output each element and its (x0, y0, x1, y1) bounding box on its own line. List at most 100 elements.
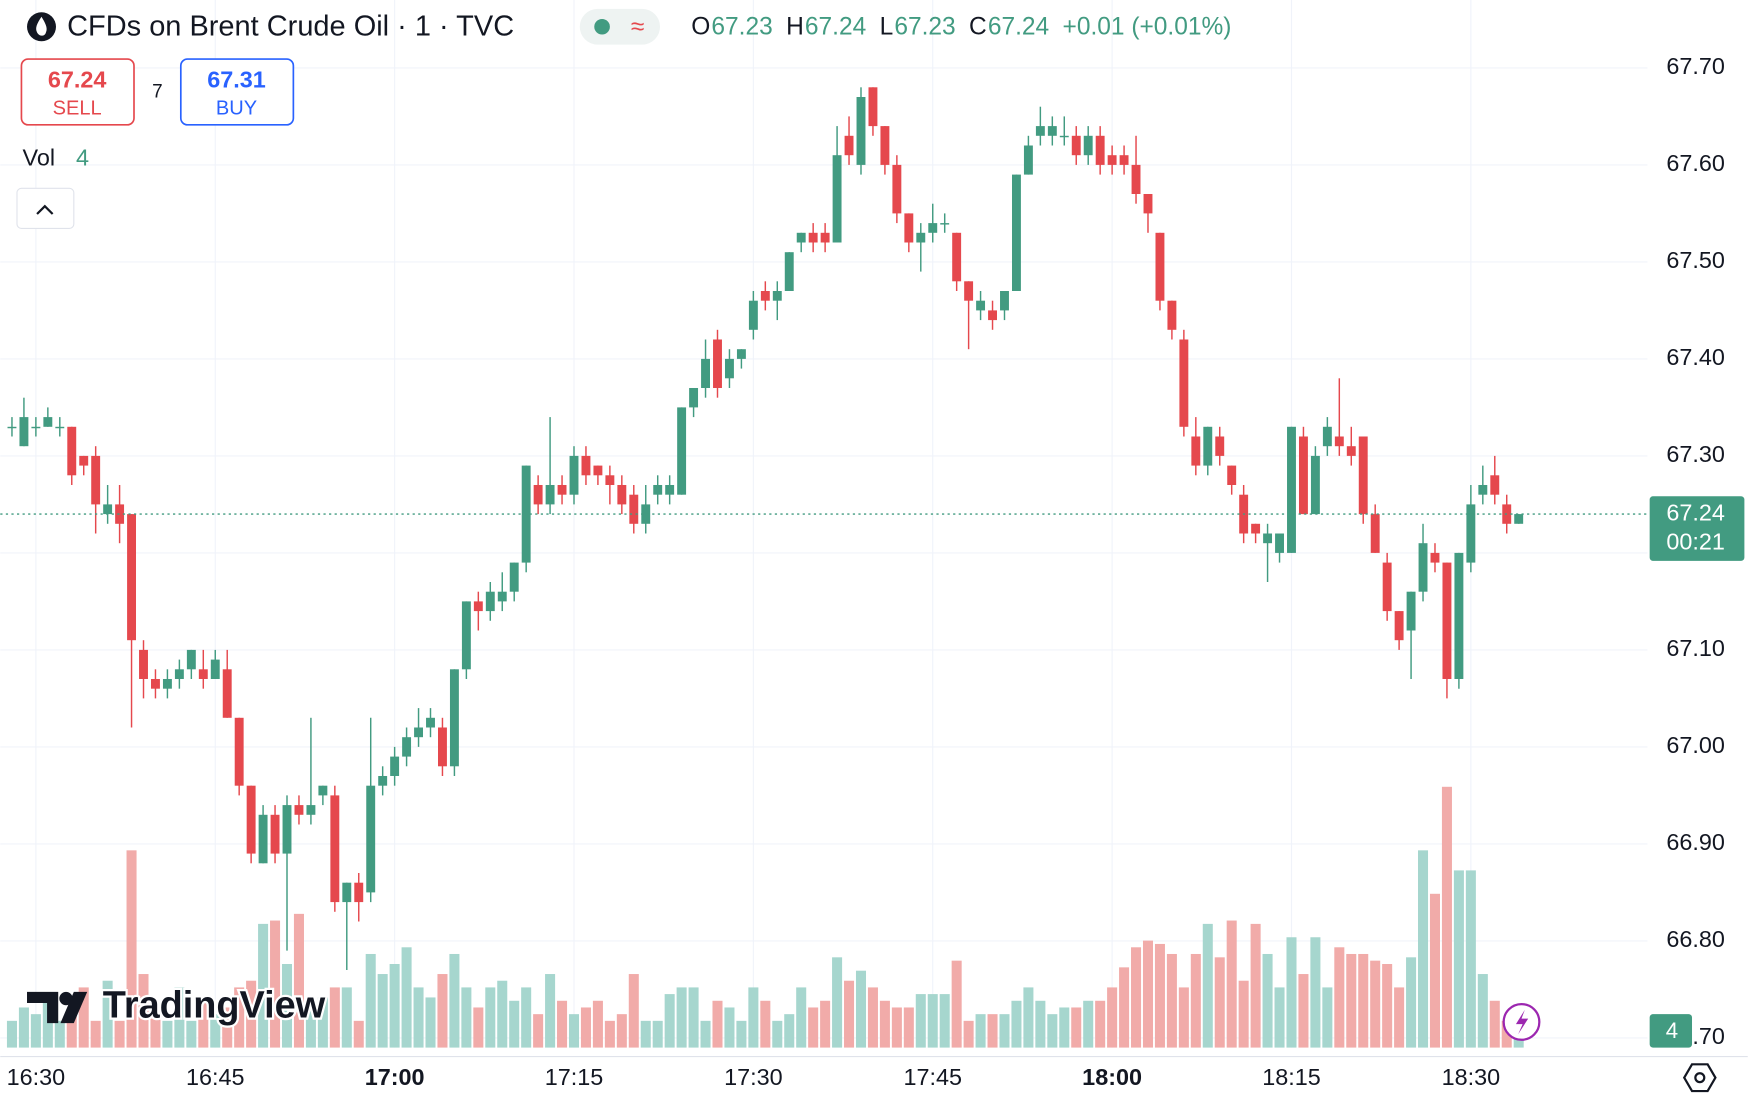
volume-bar (867, 987, 878, 1048)
volume-bar (760, 1000, 771, 1048)
volume-bar (820, 1000, 831, 1048)
candle-body (736, 349, 746, 359)
candle-body (1167, 300, 1177, 330)
candle-body (1478, 484, 1488, 495)
countdown: 00:21 (1666, 528, 1725, 554)
candle-body (988, 310, 997, 321)
candle-body (796, 232, 806, 243)
candle-body (1442, 562, 1452, 679)
volume-bar (533, 1014, 544, 1048)
volume-bar (580, 1007, 591, 1048)
logo-mark (27, 991, 59, 1024)
volume-bar (54, 1020, 65, 1048)
volume-bar (1334, 947, 1345, 1048)
candle-body (1346, 446, 1356, 456)
sell-button[interactable] (20, 58, 135, 126)
settings-button[interactable] (1682, 1063, 1717, 1093)
volume-bar (963, 1020, 974, 1048)
ohlc-key: L (880, 13, 894, 40)
candle-body (581, 455, 591, 476)
candle-body (1334, 436, 1344, 447)
logo: TradingView (27, 982, 328, 1029)
volume-bar (1298, 974, 1309, 1048)
candle-body (1191, 436, 1201, 466)
x-tick-label: 16:30 (7, 1064, 66, 1090)
volume-bar (1047, 1014, 1058, 1048)
volume-bar (652, 1020, 663, 1048)
volume-bar (568, 1014, 580, 1048)
logo-text: TradingView (103, 984, 326, 1026)
volume-bar (317, 997, 328, 1048)
ohlc-value: 67.23 (894, 13, 955, 40)
candle-body (306, 805, 316, 815)
volume-bar (186, 1020, 197, 1048)
candle-body (545, 484, 555, 505)
candle-body (760, 290, 770, 301)
collapse-button[interactable] (16, 187, 75, 230)
volume-bar (1382, 964, 1393, 1048)
candle-body (91, 455, 101, 505)
price-tag (1649, 496, 1745, 561)
candle-body (485, 591, 495, 612)
candle-body (916, 232, 926, 243)
ohlc-key: O (691, 13, 710, 40)
candle-body (7, 426, 17, 429)
candle-body (1000, 290, 1009, 311)
candle-body (533, 484, 543, 505)
volume-bar (1262, 953, 1273, 1048)
candle-body (1394, 611, 1404, 641)
volume-bar (1286, 937, 1297, 1048)
volume-bar (270, 920, 281, 1048)
candle-body (473, 601, 483, 612)
volume-bar (784, 1014, 795, 1048)
candle-body (19, 417, 29, 447)
sell-label: SELL (53, 98, 102, 120)
volume-bar (281, 964, 293, 1048)
volume-bar (102, 980, 113, 1048)
candle-body (1298, 436, 1308, 515)
candle-body (605, 475, 615, 485)
candle-body (390, 756, 400, 776)
candle-body (856, 96, 866, 165)
candle-body (593, 465, 603, 476)
volume-bar (1250, 923, 1261, 1048)
status-pill[interactable] (579, 8, 661, 45)
volume-bar (1059, 1007, 1070, 1048)
volume-bar (461, 987, 472, 1048)
candle-body (1358, 436, 1368, 515)
volume-bar (1071, 1007, 1082, 1048)
volume-bar (939, 994, 950, 1048)
change: +0.01 (+0.01%) (1063, 13, 1232, 40)
candle-body (976, 300, 986, 311)
volume-bar (42, 1000, 53, 1048)
volume-bar (616, 1014, 627, 1048)
candle-body (270, 814, 280, 854)
volume-bar (174, 987, 185, 1048)
volume-bar (1513, 1034, 1524, 1048)
volume-bar (1418, 850, 1429, 1048)
y-tick-label: 67.00 (1666, 732, 1725, 758)
symbol-title: CFDs on Brent Crude Oil · 1 · TVC (67, 11, 514, 43)
volume-bar (676, 987, 687, 1048)
candle-body (1023, 145, 1033, 175)
volume-bar (246, 980, 257, 1048)
volume-bar (891, 1007, 902, 1048)
candle-body (139, 649, 148, 679)
candle-body (234, 717, 244, 786)
buy-button[interactable] (179, 58, 295, 126)
candle-body (127, 514, 137, 641)
candle-body (1514, 514, 1524, 524)
volume-bar (688, 987, 699, 1048)
candle-body (665, 484, 675, 495)
candle-body (1227, 465, 1237, 485)
candle-body (151, 678, 160, 689)
candle-body (724, 358, 734, 379)
candle-body (1406, 591, 1416, 631)
candle-body (1011, 174, 1021, 291)
volume-bar (545, 974, 556, 1048)
volume-bar (389, 964, 400, 1048)
ohlc-key: H (786, 13, 804, 40)
volume-bar (1178, 987, 1189, 1048)
candle-body (832, 155, 842, 243)
